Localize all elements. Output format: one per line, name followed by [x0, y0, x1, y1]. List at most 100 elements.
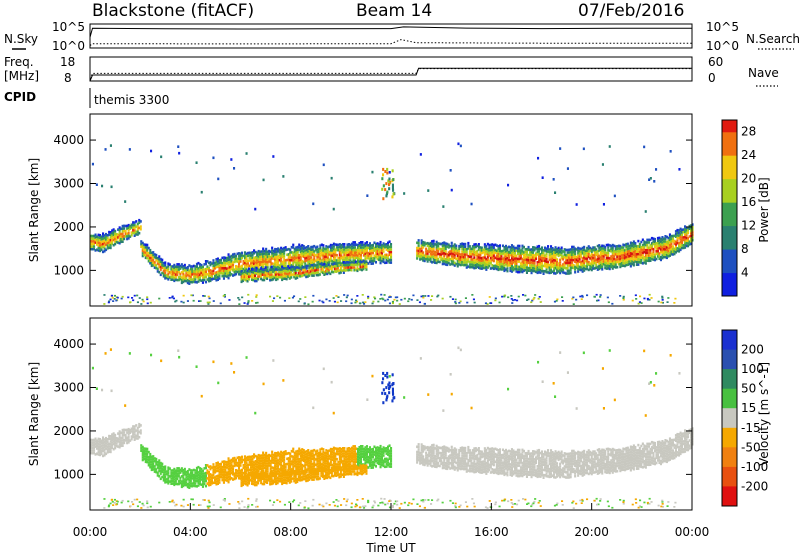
- power-cell-1940: [305, 254, 308, 257]
- velocity-cell-1299: [247, 455, 250, 459]
- power-cell-5506: [599, 258, 602, 262]
- power-cell-4900: [545, 250, 548, 253]
- power-cell-260: [121, 227, 124, 230]
- velocity-cell-957: [213, 481, 216, 484]
- power-cell-7170: [537, 156, 540, 160]
- power-cell-3172: [303, 266, 306, 269]
- power-cell-4306: [497, 260, 500, 264]
- velocity-cell-905: [207, 483, 210, 487]
- power-cell-3080: [287, 272, 290, 276]
- power-cell-1794: [293, 260, 296, 264]
- power-cell-3166: [303, 273, 306, 277]
- velocity-cell-219: [117, 445, 120, 448]
- power-cell-1804: [293, 247, 296, 251]
- velocity-cell-1725: [286, 452, 289, 455]
- velocity-cell-955: [212, 463, 215, 466]
- power-cell-794: [194, 270, 197, 273]
- power-cell-5516: [599, 245, 602, 249]
- velocity-cell-23: [91, 438, 94, 442]
- power-cell-1090: [227, 276, 230, 280]
- velocity-cell-1113: [229, 475, 232, 478]
- velocity-cell-165: [109, 445, 112, 448]
- power-cell-606: [171, 270, 174, 273]
- power-cell-1240: [241, 251, 244, 255]
- power-cell-630: [174, 273, 177, 276]
- power-cell-1496: [265, 260, 268, 264]
- power-cell-204: [114, 235, 117, 238]
- power-cell-806: [195, 270, 198, 274]
- power-cell-2730: [382, 260, 385, 264]
- power-cell-4526: [515, 262, 518, 265]
- nave-tick-top: 60: [708, 55, 723, 69]
- power-cell-1952: [307, 258, 310, 261]
- power-cell-1224: [239, 255, 242, 258]
- velocity-cell-203: [114, 441, 117, 445]
- velocity-cell-2177: [328, 465, 331, 468]
- power-cell-5316: [581, 249, 584, 252]
- power-cell-3750: [444, 242, 447, 245]
- power-cell-2742: [382, 242, 385, 245]
- power-cell-2028: [313, 244, 316, 248]
- power-cell-1918: [304, 262, 307, 265]
- power-cell-6012: [644, 262, 647, 265]
- power-cell-2564: [364, 247, 367, 250]
- power-cell-978: [215, 263, 218, 266]
- power-cell-134: [105, 232, 108, 236]
- power-cell-2726: [381, 246, 384, 250]
- power-cell-4304: [497, 263, 500, 266]
- power-cell-200: [114, 240, 117, 243]
- power-cell-5612: [608, 259, 611, 263]
- power-cell-3660: [435, 246, 438, 249]
- power-cell-2470: [355, 243, 358, 246]
- velocity-cell-93: [100, 442, 103, 445]
- velocity-cell-439: [149, 460, 152, 464]
- power-cell-4712: [530, 258, 533, 262]
- velocity-cell-625: [173, 467, 176, 471]
- power-cell-6484: [690, 234, 693, 238]
- velocity-cell-1593: [274, 462, 277, 465]
- power-cell-5434: [592, 246, 595, 249]
- power-cell-3056: [282, 269, 285, 273]
- power-cell-5060: [559, 258, 562, 262]
- power-cell-2256: [335, 253, 338, 257]
- velocity-cell-1051: [222, 470, 225, 474]
- power-cell-5952: [638, 255, 641, 259]
- power-cell-6574: [191, 294, 194, 297]
- power-cell-1262: [244, 259, 247, 262]
- power-cell-4496: [512, 250, 515, 254]
- velocity-cell-705: [183, 473, 186, 476]
- power-cell-4056: [474, 250, 477, 254]
- power-cell-5980: [641, 262, 644, 265]
- velocity-cell-519: [159, 467, 162, 470]
- velocity-cell-1267: [244, 457, 247, 461]
- velocity-cell-1095: [227, 475, 230, 479]
- power-cell-6896: [356, 295, 359, 297]
- power-cell-2718: [381, 257, 384, 260]
- power-cell-3838: [453, 243, 456, 246]
- power-cell-3298: [327, 263, 330, 267]
- power-cell-1110: [229, 273, 232, 277]
- power-cell-3316: [332, 265, 335, 269]
- power-cell-3566: [426, 252, 429, 255]
- power-cell-4280: [494, 243, 497, 247]
- power-cell-1416: [257, 249, 260, 253]
- power-cell-748: [189, 280, 192, 284]
- power-cell-3640: [434, 256, 437, 259]
- power-cell-4860: [542, 256, 545, 260]
- power-cell-4814: [539, 271, 542, 274]
- power-cell-3078: [287, 275, 290, 279]
- velocity-cell-1599: [274, 454, 277, 458]
- velocity-cell-2199: [329, 447, 332, 451]
- velocity-cell-895: [206, 482, 209, 485]
- power-cell-2914: [257, 270, 260, 273]
- power-cell-5018: [556, 268, 559, 272]
- power-cell-5326: [583, 261, 586, 264]
- power-cell-2536: [361, 241, 364, 244]
- power-cell-3598: [429, 244, 432, 247]
- power-cell-1156: [233, 271, 236, 274]
- power-cell-712: [185, 277, 188, 280]
- velocity-cell-1361: [253, 461, 256, 464]
- power-cell-5386: [587, 245, 590, 248]
- velocity-cell-2149: [325, 459, 328, 463]
- power-cell-5996: [643, 261, 646, 264]
